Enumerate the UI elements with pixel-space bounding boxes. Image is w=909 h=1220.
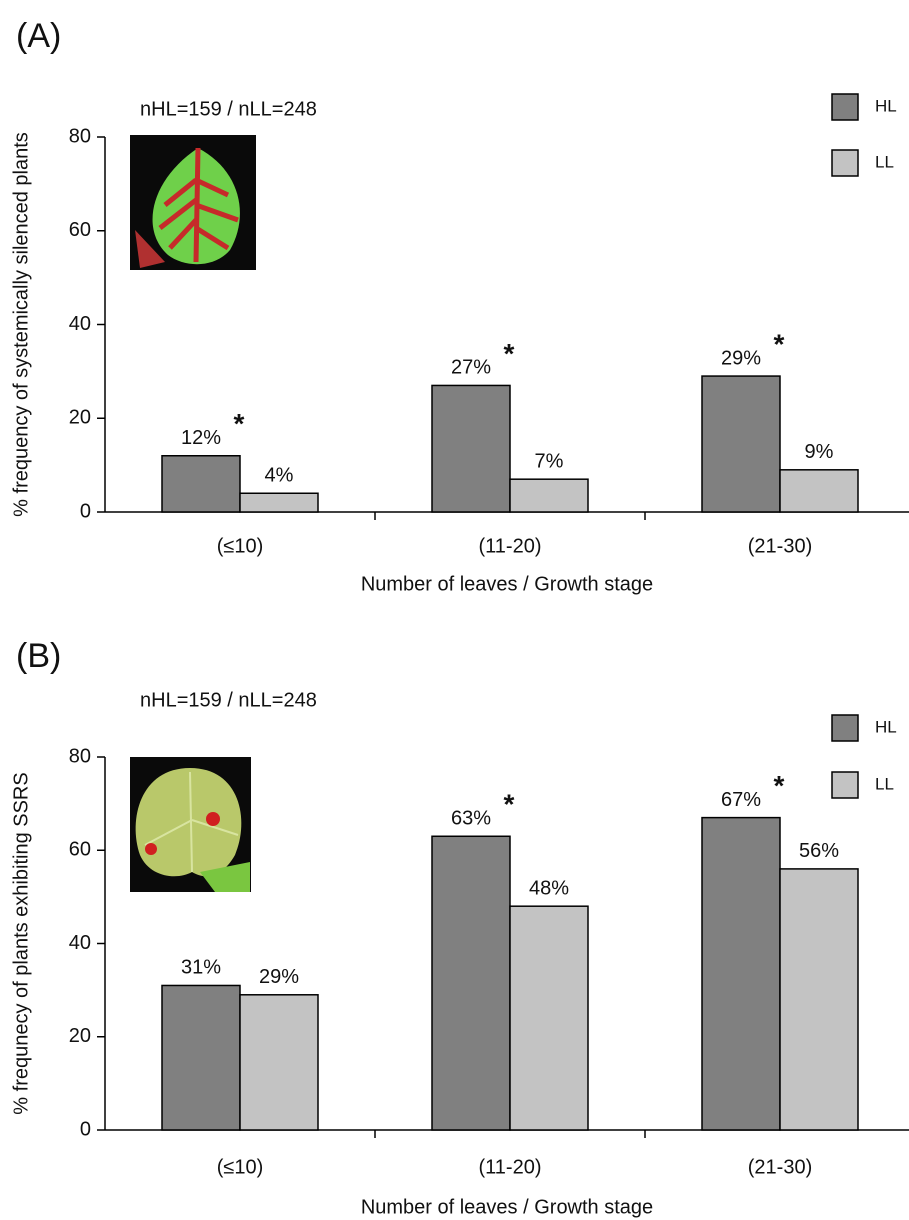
y-tick-label: 80	[69, 745, 91, 767]
value-label: 67%	[721, 789, 761, 811]
value-label: 12%	[181, 427, 221, 449]
value-label: 4%	[265, 465, 294, 487]
bar	[162, 456, 240, 512]
value-label: 31%	[181, 957, 221, 979]
y-tick-label: 0	[80, 1118, 91, 1140]
y-tick-label: 0	[80, 500, 91, 522]
x-axis-label: Number of leaves / Growth stage	[361, 573, 653, 595]
legend-label: LL	[875, 774, 894, 793]
y-tick-label: 40	[69, 313, 91, 335]
significance-marker: *	[774, 770, 785, 801]
value-label: 9%	[805, 441, 834, 463]
x-tick-label: (≤10)	[217, 535, 264, 557]
y-tick-label: 60	[69, 839, 91, 861]
leaf-image-b	[130, 757, 251, 892]
value-label: 27%	[451, 357, 491, 379]
legend-swatch	[832, 150, 858, 176]
significance-marker: *	[504, 789, 515, 820]
bar	[780, 869, 858, 1130]
bar	[432, 385, 510, 512]
legend-swatch	[832, 772, 858, 798]
y-axis-label: % frequnecy of plants exhibiting SSRS	[10, 772, 32, 1114]
panel-label: (B)	[16, 637, 61, 675]
annotation: nHL=159 / nLL=248	[140, 98, 317, 120]
bar	[162, 985, 240, 1130]
value-label: 29%	[259, 966, 299, 988]
y-tick-label: 60	[69, 219, 91, 241]
x-tick-label: (21-30)	[748, 535, 812, 557]
legend-label: HL	[875, 717, 897, 736]
legend-label: HL	[875, 96, 897, 115]
significance-marker: *	[234, 408, 245, 439]
x-tick-label: (21-30)	[748, 1156, 812, 1178]
x-tick-label: (11-20)	[479, 535, 542, 557]
y-tick-label: 40	[69, 932, 91, 954]
leaf-image-a	[130, 135, 256, 270]
bar	[702, 376, 780, 512]
bar	[432, 836, 510, 1130]
y-tick-label: 20	[69, 407, 91, 429]
legend-swatch	[832, 94, 858, 120]
value-label: 63%	[451, 808, 491, 830]
y-tick-label: 80	[69, 125, 91, 147]
legend-label: LL	[875, 152, 894, 171]
value-label: 56%	[799, 840, 839, 862]
y-tick-label: 20	[69, 1025, 91, 1047]
value-label: 29%	[721, 347, 761, 369]
bar	[510, 479, 588, 512]
bar	[702, 818, 780, 1130]
y-axis-label: % frequency of systemically silenced pla…	[10, 132, 32, 517]
bar	[240, 995, 318, 1130]
x-axis-label: Number of leaves / Growth stage	[361, 1196, 653, 1218]
x-tick-label: (11-20)	[479, 1156, 542, 1178]
bar	[240, 493, 318, 512]
figure: (A) nHL=159 / nLL=248 % frequency of syste…	[0, 0, 909, 1220]
legend-swatch	[832, 715, 858, 741]
significance-marker: *	[774, 328, 785, 359]
value-label: 7%	[535, 450, 564, 472]
significance-marker: *	[504, 338, 515, 369]
panel-label: (A)	[16, 17, 61, 55]
bar	[510, 906, 588, 1130]
annotation: nHL=159 / nLL=248	[140, 689, 317, 711]
value-label: 48%	[529, 877, 569, 899]
x-tick-label: (≤10)	[217, 1156, 264, 1178]
bar	[780, 470, 858, 512]
